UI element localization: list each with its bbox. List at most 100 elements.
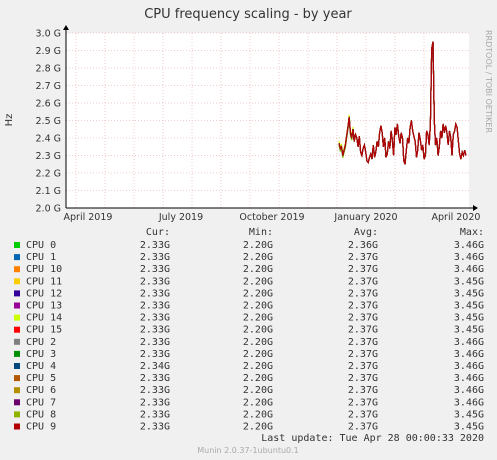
- legend-header: Cur: Min: Avg: Max:: [146, 227, 484, 238]
- legend-cur: 2.33G: [140, 397, 170, 408]
- legend-avg: 2.37G: [348, 422, 378, 433]
- legend-avg: 2.37G: [348, 349, 378, 360]
- legend-avg: 2.37G: [348, 264, 378, 275]
- legend-swatch: [14, 290, 20, 297]
- legend-max: 3.46G: [454, 240, 484, 251]
- y-axis-label: Hz: [4, 114, 15, 127]
- x-tick-label: April 2020: [432, 212, 481, 223]
- legend-label: CPU 2: [26, 337, 56, 348]
- legend-label: CPU 8: [26, 409, 56, 420]
- y-tick-label: 2.2 G: [36, 169, 62, 180]
- legend-swatch: [14, 278, 20, 285]
- legend-cur: 2.33G: [140, 264, 170, 275]
- legend-min: 2.20G: [243, 252, 273, 263]
- legend-min: 2.20G: [243, 325, 273, 336]
- legend-swatch: [14, 254, 20, 261]
- legend-min: 2.20G: [243, 397, 273, 408]
- legend-swatch: [14, 399, 20, 406]
- legend-cur: 2.34G: [140, 361, 170, 372]
- legend-max: 3.45G: [454, 325, 484, 336]
- legend-label: CPU 12: [26, 288, 62, 299]
- legend-cur: 2.33G: [140, 252, 170, 263]
- legend-swatch: [14, 411, 20, 418]
- legend-swatch: [14, 350, 20, 357]
- legend-avg: 2.37G: [348, 276, 378, 287]
- y-tick-label: 2.7 G: [36, 81, 62, 92]
- legend-avg: 2.37G: [348, 397, 378, 408]
- legend-avg: 2.37G: [348, 409, 378, 420]
- legend-max: 3.46G: [454, 252, 484, 263]
- legend-cur: 2.33G: [140, 313, 170, 324]
- legend-avg: 2.37G: [348, 325, 378, 336]
- y-tick-label: 2.0 G: [36, 204, 62, 215]
- legend-avg: 2.37G: [348, 288, 378, 299]
- column-min: Min:: [249, 227, 273, 238]
- legend-min: 2.20G: [243, 349, 273, 360]
- legend-max: 3.45G: [454, 301, 484, 312]
- y-tick-label: 2.9 G: [36, 46, 62, 57]
- legend-cur: 2.33G: [140, 288, 170, 299]
- legend: CPU 0 2.33G 2.20G 2.36G 3.46G CPU 1 2.33G 2.20G…: [14, 240, 484, 433]
- legend-label: CPU 0: [26, 240, 56, 251]
- x-axis-ticks: April 2019 July 2019 October 2019 January 2…: [64, 212, 481, 223]
- legend-min: 2.20G: [243, 361, 273, 372]
- legend-max: 3.46G: [454, 337, 484, 348]
- y-tick-label: 2.6 G: [36, 99, 62, 110]
- series-lines: [338, 41, 467, 165]
- grid: [66, 32, 469, 208]
- legend-cur: 2.33G: [140, 409, 170, 420]
- legend-cur: 2.33G: [140, 385, 170, 396]
- legend-max: 3.45G: [454, 288, 484, 299]
- legend-max: 3.45G: [454, 276, 484, 287]
- legend-min: 2.20G: [243, 409, 273, 420]
- legend-min: 2.20G: [243, 373, 273, 384]
- legend-avg: 2.37G: [348, 301, 378, 312]
- legend-max: 3.46G: [454, 361, 484, 372]
- x-tick-label: April 2019: [64, 212, 113, 223]
- column-max: Max:: [460, 227, 484, 238]
- legend-swatch: [14, 302, 20, 309]
- y-tick-label: 2.8 G: [36, 64, 62, 75]
- legend-min: 2.20G: [243, 276, 273, 287]
- legend-min: 2.20G: [243, 301, 273, 312]
- legend-swatch: [14, 423, 20, 430]
- legend-max: 3.45G: [454, 313, 484, 324]
- legend-cur: 2.33G: [140, 240, 170, 251]
- legend-cur: 2.33G: [140, 373, 170, 384]
- legend-min: 2.20G: [243, 313, 273, 324]
- column-avg: Avg:: [354, 227, 378, 238]
- legend-label: CPU 9: [26, 422, 56, 433]
- legend-avg: 2.36G: [348, 240, 378, 251]
- y-tick-label: 2.4 G: [36, 134, 62, 145]
- legend-label: CPU 13: [26, 301, 62, 312]
- legend-cur: 2.33G: [140, 337, 170, 348]
- legend-max: 3.46G: [454, 349, 484, 360]
- legend-cur: 2.33G: [140, 301, 170, 312]
- x-axis-arrow: [473, 205, 478, 211]
- legend-label: CPU 7: [26, 397, 56, 408]
- legend-max: 3.46G: [454, 373, 484, 384]
- legend-avg: 2.37G: [348, 361, 378, 372]
- legend-min: 2.20G: [243, 422, 273, 433]
- legend-cur: 2.33G: [140, 422, 170, 433]
- legend-min: 2.20G: [243, 264, 273, 275]
- chart-title: CPU frequency scaling - by year: [144, 7, 352, 22]
- legend-swatch: [14, 338, 20, 345]
- y-tick-label: 2.3 G: [36, 151, 62, 162]
- legend-swatch: [14, 375, 20, 382]
- munin-version: Munin 2.0.37-1ubuntu0.1: [197, 446, 299, 455]
- last-update: Last update: Tue Apr 28 00:00:33 2020: [261, 433, 484, 444]
- legend-max: 3.45G: [454, 409, 484, 420]
- legend-swatch: [14, 266, 20, 273]
- legend-max: 3.45G: [454, 422, 484, 433]
- legend-swatch: [14, 363, 20, 369]
- y-tick-label: 2.1 G: [36, 186, 62, 197]
- legend-label: CPU 15: [26, 325, 62, 336]
- legend-label: CPU 5: [26, 373, 56, 384]
- legend-min: 2.20G: [243, 240, 273, 251]
- column-cur: Cur:: [146, 227, 170, 238]
- y-tick-label: 3.0 G: [36, 29, 62, 40]
- legend-label: CPU 6: [26, 385, 56, 396]
- y-axis-arrow: [63, 25, 69, 30]
